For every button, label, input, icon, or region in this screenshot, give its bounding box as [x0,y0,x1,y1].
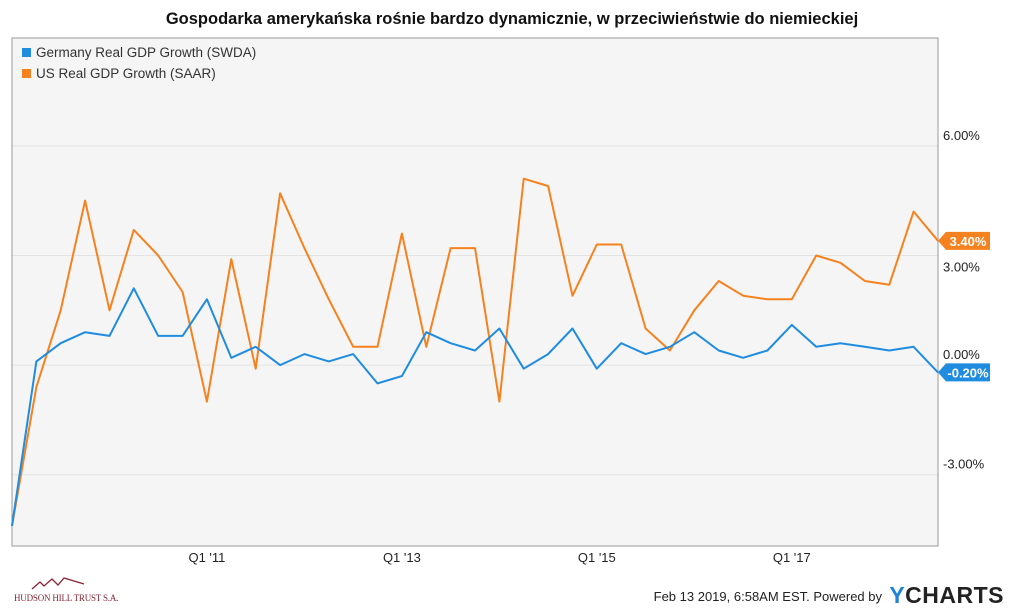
y-tick-label: 6.00% [943,128,980,143]
ycharts-logo[interactable]: YCHARTS [889,582,1004,609]
legend-swatch-germany [22,48,31,57]
ycharts-rest: CHARTS [905,582,1004,608]
badge-label: 3.40% [950,234,987,249]
y-tick-label: 3.00% [943,259,980,274]
badge-label: -0.20% [947,365,989,380]
chart-title: Gospodarka amerykańska rośnie bardzo dyn… [165,10,859,28]
last-value-badge-germany: -0.20% [938,363,990,382]
legend-label-us: US Real GDP Growth (SAAR) [36,66,216,81]
ycharts-y: Y [889,582,906,608]
legend-label-germany: Germany Real GDP Growth (SWDA) [36,45,257,60]
last-value-badge-us: 3.40% [938,231,990,250]
legend-swatch-us [22,69,31,78]
plot-border [11,37,939,547]
legend-item-germany[interactable]: Germany Real GDP Growth (SWDA) [22,45,256,60]
series-line-us [11,177,939,527]
x-tick-label: Q1 '11 [188,550,225,565]
x-tick-label: Q1 '15 [578,550,616,565]
x-tick-label: Q1 '17 [773,550,811,565]
plot-area [12,38,938,546]
badge-shape [938,231,990,250]
legend-item-us[interactable]: US Real GDP Growth (SAAR) [22,66,216,81]
hudson-hill-logo-icon [31,577,85,590]
series-line-germany [11,287,939,527]
y-tick-label: 0.00% [943,347,980,362]
timestamp-text: Feb 13 2019, 6:58AM EST. Powered by [653,589,882,604]
logo-text: HUDSON HILL TRUST S.A. [14,593,119,603]
badge-shape [938,363,990,382]
x-tick-label: Q1 '13 [383,550,421,565]
y-tick-label: -3.00% [943,457,985,472]
